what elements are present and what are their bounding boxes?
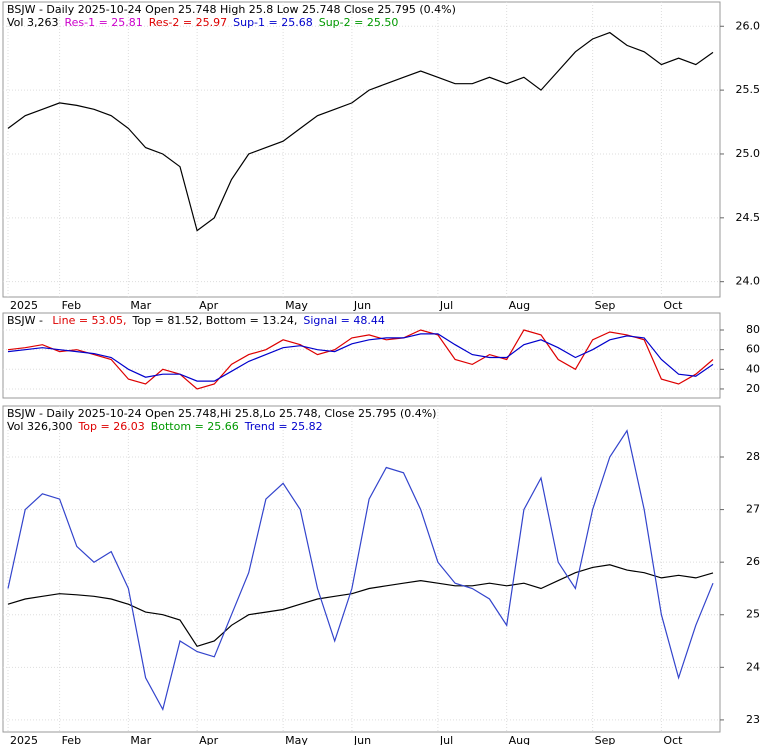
panel-frame [2, 312, 721, 399]
y-tick-label: 24.5 [736, 211, 761, 224]
header-text: Vol 3,263 [7, 16, 58, 29]
header-text: Vol 326,300 [7, 420, 72, 433]
x-tick-label: Mar [130, 299, 151, 312]
header-text: Res-1 = 25.81 [64, 16, 142, 29]
x-tick-label: Jul [439, 734, 453, 745]
panel-frame [2, 1, 721, 298]
x-tick-label: Jul [439, 299, 453, 312]
y-tick-label: 24 [746, 660, 760, 673]
header-text: Bottom = 25.66 [151, 420, 239, 433]
x-tick-label: Mar [130, 734, 151, 745]
panel-frame [2, 405, 721, 733]
header-line: BSJW - Line = 53.05, Top = 81.52, Bottom … [7, 314, 385, 327]
x-tick-label: May [285, 734, 308, 745]
x-tick-label: 2025 [10, 299, 38, 312]
header-text: BSJW - Daily 2025-10-24 Open 25.748 High… [7, 3, 456, 16]
header-text: Line = 53.05, [52, 314, 126, 327]
x-tick-label: Sep [595, 734, 616, 745]
y-tick-label: 27 [746, 503, 760, 516]
y-tick-label: 28 [746, 450, 760, 463]
x-tick-label: Oct [663, 734, 683, 745]
x-tick-label: Aug [509, 299, 530, 312]
series-line [7, 329, 714, 390]
x-tick-label: Feb [62, 734, 81, 745]
header-text: Top = 26.03 [77, 420, 144, 433]
x-tick-label: 2025 [10, 734, 38, 745]
series-line [7, 564, 714, 648]
y-tick-label: 26.0 [736, 19, 761, 32]
x-tick-label: May [285, 299, 308, 312]
header-text: Signal = 48.44 [303, 314, 385, 327]
header-text: Sup-2 = 25.50 [319, 16, 399, 29]
header-text: BSJW - Daily 2025-10-24 Open 25.748,Hi 2… [7, 407, 436, 420]
header-text: Res-2 = 25.97 [149, 16, 227, 29]
header-line: BSJW - Daily 2025-10-24 Open 25.748,Hi 2… [7, 407, 436, 420]
header-line: Vol 326,300 Top = 26.03 Bottom = 25.66 Tren… [7, 420, 323, 433]
y-tick-label: 20 [746, 382, 760, 395]
header-text: BSJW - [7, 314, 46, 327]
y-tick-label: 25.0 [736, 147, 761, 160]
x-tick-label: Jun [353, 734, 371, 745]
y-tick-label: 24.0 [736, 275, 761, 288]
x-tick-label: Aug [509, 734, 530, 745]
x-tick-label: Jun [353, 299, 371, 312]
y-tick-label: 40 [746, 362, 760, 375]
x-tick-label: Apr [199, 734, 219, 745]
x-tick-label: Feb [62, 299, 81, 312]
x-tick-label: Sep [595, 299, 616, 312]
x-tick-label: Apr [199, 299, 219, 312]
y-tick-label: 25.5 [736, 83, 761, 96]
y-tick-label: 80 [746, 323, 760, 336]
y-tick-label: 23 [746, 713, 760, 726]
series-line [7, 31, 714, 232]
series-line [7, 429, 714, 712]
header-line: BSJW - Daily 2025-10-24 Open 25.748 High… [7, 3, 456, 16]
y-tick-label: 60 [746, 343, 760, 356]
series-line [7, 333, 714, 382]
header-text: Top = 81.52, Bottom = 13.24, [132, 314, 298, 327]
header-text: Sup-1 = 25.68 [233, 16, 313, 29]
header-line: Vol 3,263 Res-1 = 25.81 Res-2 = 25.97 Sup-1… [7, 16, 398, 29]
header-text: Trend = 25.82 [244, 420, 323, 433]
y-tick-label: 26 [746, 555, 760, 568]
y-tick-label: 25 [746, 608, 760, 621]
x-tick-label: Oct [663, 299, 683, 312]
